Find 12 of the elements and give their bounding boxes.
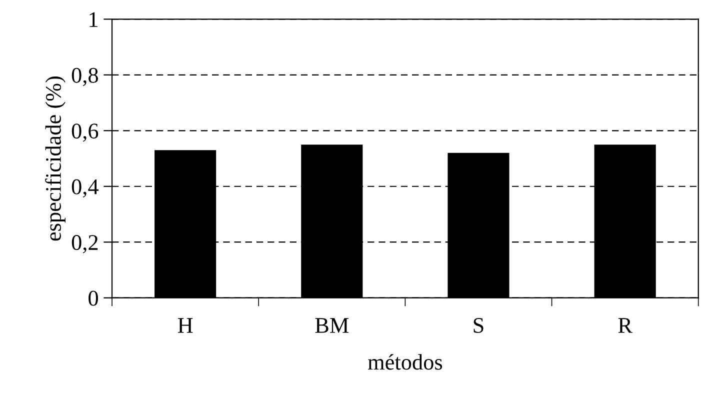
y-tick-label: 0,2 bbox=[72, 235, 98, 254]
y-axis-title: especificidade (%) bbox=[45, 76, 66, 241]
x-tick-label: S bbox=[474, 318, 484, 333]
x-tick-label: H bbox=[178, 318, 193, 333]
y-tick-label: 0,4 bbox=[72, 179, 98, 198]
x-tick-label: BM bbox=[315, 318, 349, 333]
y-tick-label: 0 bbox=[88, 290, 98, 306]
x-tick-label: R bbox=[618, 318, 632, 333]
y-tick-label: 0,8 bbox=[72, 68, 98, 86]
y-tick-label: 0,6 bbox=[72, 124, 98, 142]
y-tick-label: 1 bbox=[90, 12, 98, 27]
x-axis-title: métodos bbox=[368, 354, 442, 370]
